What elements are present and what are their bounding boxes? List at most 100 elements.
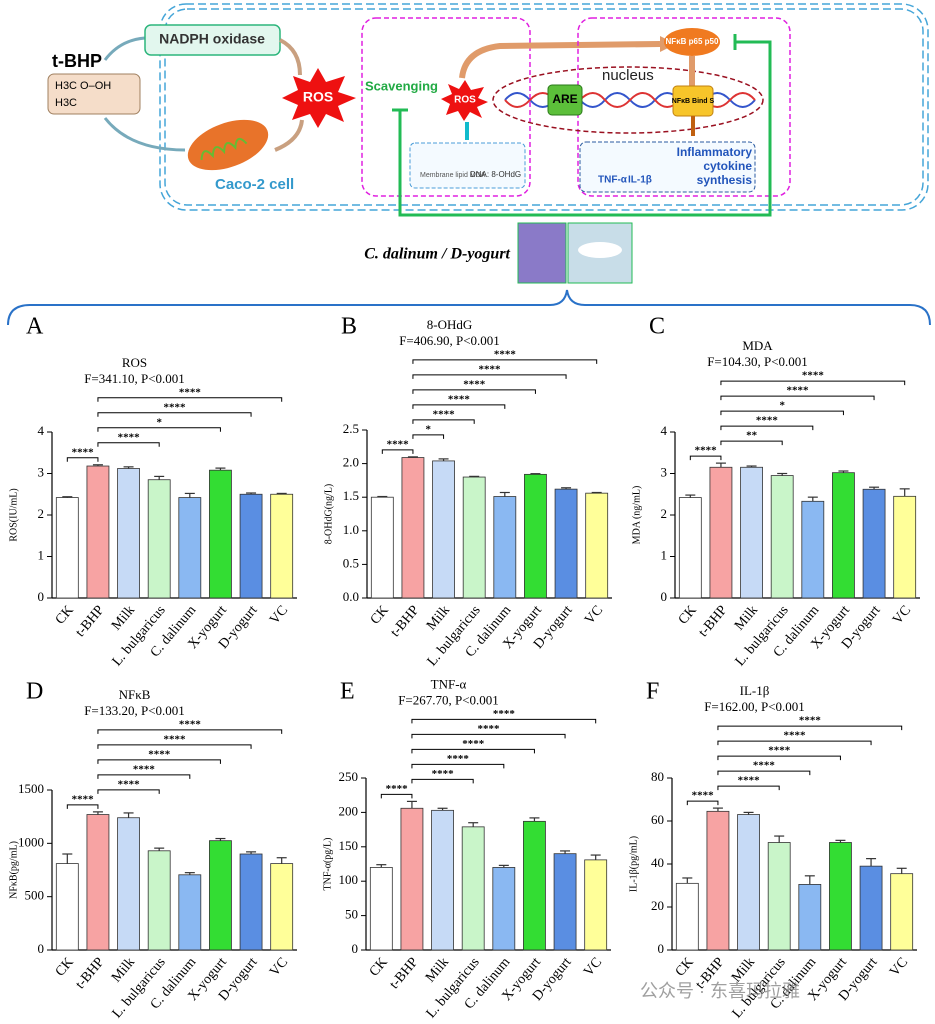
bar <box>893 495 917 599</box>
x-tick-label: Milk <box>423 955 452 986</box>
y-tick-label: 250 <box>339 769 359 784</box>
y-tick-label: 0 <box>658 941 665 956</box>
significance-label: **** <box>148 748 171 760</box>
x-tick-label: CK <box>673 955 697 980</box>
damage-lipid: Membrane lipid MDA <box>420 172 486 179</box>
bar <box>524 473 547 599</box>
bar <box>801 500 825 599</box>
bar <box>859 865 883 951</box>
y-axis-label: TNF-α(pg/L) <box>322 837 333 890</box>
y-axis-label: MDA (ng/mL) <box>631 486 642 545</box>
bar <box>209 840 232 951</box>
enzyme-label: NADPH oxidase <box>159 31 265 47</box>
significance-bracket <box>412 374 567 379</box>
significance-label: **** <box>118 431 141 443</box>
bar <box>461 826 485 951</box>
significance-label: ** <box>746 430 758 442</box>
y-tick-label: 40 <box>651 855 664 870</box>
significance-bracket <box>97 427 221 432</box>
x-tick-label: Milk <box>109 603 138 634</box>
mechanism-diagram: t-BHP H3C O–OH H3C NADPH oxidase ROS Cac… <box>7 3 931 326</box>
arrow <box>459 41 661 79</box>
nfkb-bind-label: NFκB Bind S <box>672 98 715 105</box>
significance-bracket <box>717 770 811 776</box>
x-tick-label: CK <box>367 955 391 980</box>
bar <box>370 496 394 599</box>
significance-bracket <box>97 397 283 402</box>
microscopy-image <box>517 222 567 284</box>
significance-label: * <box>779 400 785 412</box>
y-tick-label: 60 <box>651 812 664 827</box>
are-box <box>547 84 583 116</box>
bar <box>147 479 171 599</box>
significance-label: **** <box>494 348 517 360</box>
y-tick-label: 0 <box>352 941 359 956</box>
bar <box>890 873 914 951</box>
y-tick-label: 1.0 <box>343 522 359 537</box>
y-tick-label: 2.0 <box>343 455 359 470</box>
significance-label: **** <box>462 738 485 750</box>
inhibition-line <box>398 40 772 217</box>
bar <box>585 492 609 599</box>
significance-bracket <box>686 800 719 806</box>
significance-label: **** <box>493 708 516 720</box>
bar <box>462 476 486 599</box>
significance-label: **** <box>72 446 95 458</box>
significance-label: **** <box>448 393 471 405</box>
y-tick-label: 4 <box>661 423 668 438</box>
bar <box>862 488 886 599</box>
y-tick-label: 1.5 <box>343 488 359 503</box>
bar <box>55 863 79 951</box>
y-tick-label: 3 <box>661 464 668 479</box>
molecule-box <box>47 73 141 115</box>
bar <box>401 457 425 599</box>
significance-label: **** <box>179 386 202 398</box>
chart-title: IL-1β <box>740 683 770 698</box>
y-tick-label: 1 <box>661 547 668 562</box>
y-tick-label: 50 <box>345 907 358 922</box>
x-tick-label: t-BHP <box>696 603 731 640</box>
y-tick-label: 1000 <box>18 834 44 849</box>
bar <box>829 842 852 951</box>
significance-label: **** <box>72 793 95 805</box>
bar <box>709 466 733 599</box>
significance-bracket <box>97 774 191 779</box>
significance-label: **** <box>387 438 410 450</box>
panel-letter: F <box>646 679 659 705</box>
bar <box>740 466 763 599</box>
significance-label: **** <box>479 363 502 375</box>
inflammatory-label: Inflammatory cytokine synthesis <box>676 145 752 187</box>
bar <box>270 863 294 951</box>
significance-label: **** <box>133 763 156 775</box>
ros-burst <box>282 68 356 128</box>
y-tick-label: 0.0 <box>343 589 359 604</box>
significance-label: **** <box>164 733 187 745</box>
x-tick-label: t-BHP <box>387 955 422 992</box>
significance-label: **** <box>478 723 501 735</box>
chart-subtitle: F=406.90, P<0.001 <box>399 333 500 348</box>
scavenging-label: Scavenging <box>365 78 438 93</box>
y-tick-label: 2 <box>661 506 668 521</box>
mitochondrion-cristae <box>200 137 248 161</box>
significance-bracket <box>720 440 783 446</box>
significance-bracket <box>411 733 566 739</box>
x-tick-label: Milk <box>109 955 138 986</box>
significance-bracket <box>97 729 283 734</box>
cytoplasm-box <box>361 17 531 197</box>
chart-title: MDA <box>742 338 773 353</box>
significance-label: **** <box>695 445 718 457</box>
chart-title: TNF-α <box>431 676 467 691</box>
treatment-label: C. dalinum / D-yogurt <box>364 246 510 263</box>
damage-dna: DNA: 8-OHdG <box>470 170 521 179</box>
cell-outline <box>159 3 929 211</box>
bar <box>553 853 577 951</box>
bar <box>86 465 110 599</box>
significance-label: **** <box>164 401 187 413</box>
nucleus-outline <box>492 66 764 134</box>
y-tick-label: 80 <box>651 769 664 784</box>
significance-bracket <box>720 395 875 401</box>
bar <box>239 853 263 951</box>
panel-letter: B <box>341 314 357 340</box>
significance-label: **** <box>768 745 791 757</box>
